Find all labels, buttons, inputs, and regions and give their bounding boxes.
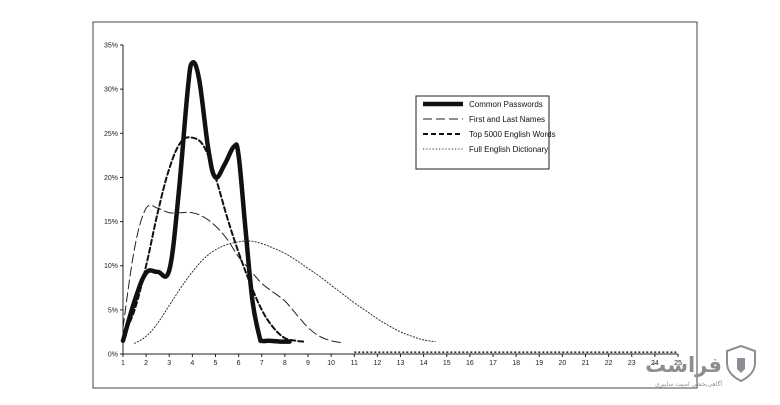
chart-frame — [92, 21, 698, 389]
y-tick-label: 5% — [108, 307, 118, 314]
x-tick-label: 6 — [237, 360, 241, 367]
x-tick-label: 12 — [373, 360, 381, 367]
series-line-3 — [122, 136, 305, 343]
x-tick-label: 1 — [121, 360, 125, 367]
x-tick-label: 10 — [327, 360, 335, 367]
x-tick-label: 13 — [397, 360, 405, 367]
x-tick-label: 24 — [651, 360, 659, 367]
x-tick-label: 22 — [605, 360, 613, 367]
x-tick-label: 25 — [674, 360, 682, 367]
y-tick-label: 20% — [104, 175, 118, 182]
y-tick-label: 35% — [104, 43, 118, 50]
x-tick-label: 5 — [214, 360, 218, 367]
legend-box — [415, 95, 550, 170]
series-layer — [120, 60, 678, 354]
x-tick-label: 20 — [558, 360, 566, 367]
x-tick-label: 4 — [190, 360, 194, 367]
series-line-4 — [134, 240, 436, 344]
legend-label: Full English Dictionary — [469, 145, 548, 154]
x-tick-label: 15 — [443, 360, 451, 367]
watermark-tagline: آگاهی‌بخشی امنیت سایبری — [655, 379, 722, 388]
x-tick-label: 19 — [535, 360, 543, 367]
x-tick-label: 17 — [489, 360, 497, 367]
watermark: فراست آگاهی‌بخشی امنیت سایبری — [645, 344, 756, 388]
watermark-brand: فراست — [645, 353, 722, 377]
legend: Common Passwords First and Last Names Top … — [415, 95, 556, 170]
x-tick-label: 11 — [351, 360, 358, 367]
legend-label: Top 5000 English Words — [469, 130, 556, 139]
x-tick-label: 3 — [167, 360, 171, 367]
x-tick-label: 18 — [512, 360, 520, 367]
y-tick-labels: 0% 5% 10% 15% 20% 25% 30% 35% — [104, 43, 123, 359]
y-tick-label: 25% — [104, 131, 118, 138]
y-tick-label: 15% — [104, 219, 118, 226]
y-tick-label: 10% — [104, 263, 118, 270]
x-tick-label: 16 — [466, 360, 474, 367]
x-tick-labels: 1 2 3 4 5 6 7 8 9 10 11 12 13 14 15 16 17 18 19 20 21 22 23 24 2… — [121, 354, 682, 367]
x-tick-label: 14 — [420, 360, 428, 367]
shield-icon — [726, 344, 756, 383]
y-tick-label: 30% — [104, 87, 118, 94]
x-tick-label: 23 — [628, 360, 636, 367]
x-tick-label: 2 — [144, 360, 148, 367]
x-tick-label: 21 — [582, 360, 590, 367]
x-tick-label: 9 — [306, 360, 310, 367]
legend-label: First and Last Names — [469, 115, 545, 124]
x-tick-label: 7 — [260, 360, 264, 367]
x-tick-label: 8 — [283, 360, 287, 367]
legend-label: Common Passwords — [469, 100, 543, 109]
y-tick-label: 0% — [108, 352, 118, 359]
shield-mark-icon — [737, 358, 745, 373]
